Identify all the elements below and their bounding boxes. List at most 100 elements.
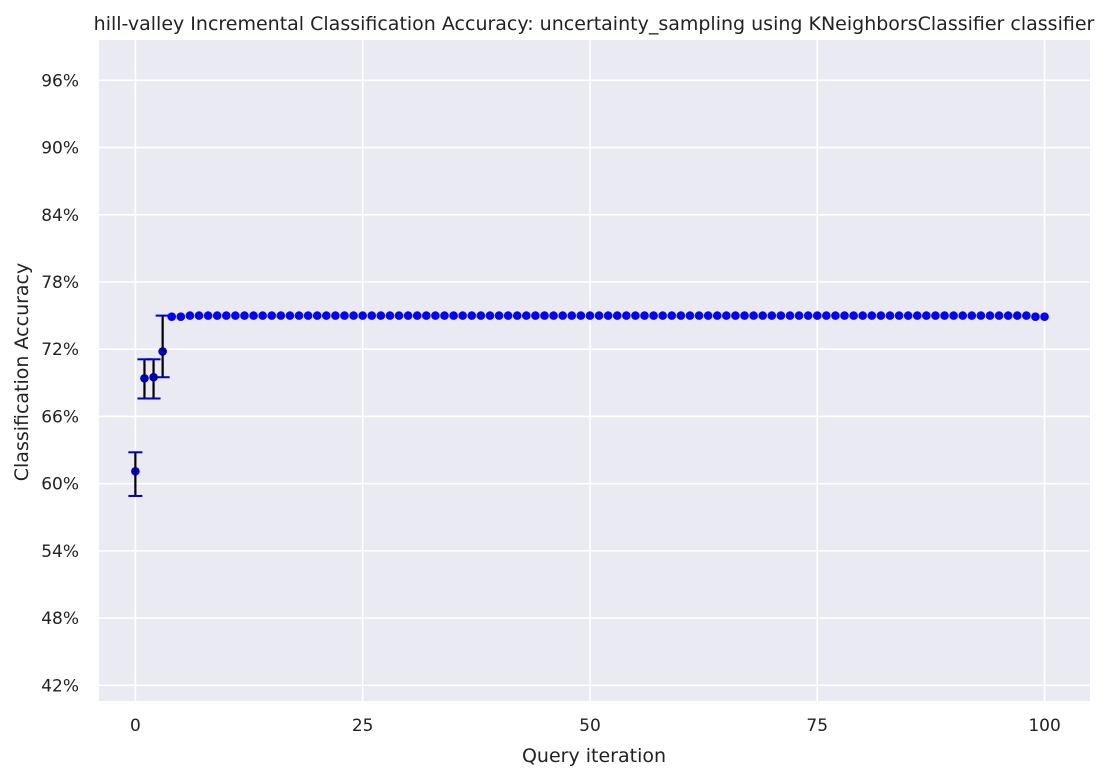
data-point — [212, 311, 222, 320]
x-tick-label: 75 — [806, 716, 828, 736]
data-point — [740, 311, 749, 320]
x-tick-label: 100 — [1028, 716, 1060, 736]
x-tick-label: 25 — [352, 716, 374, 736]
y-tick-label: 48% — [41, 609, 79, 629]
data-point — [922, 311, 931, 320]
y-tick-label: 96% — [41, 71, 79, 91]
y-axis-label: Classification Accuracy — [11, 263, 33, 482]
data-point — [931, 311, 940, 320]
data-point — [958, 311, 968, 320]
data-point — [312, 311, 322, 320]
data-point — [431, 311, 440, 320]
data-point — [567, 311, 577, 320]
data-point — [785, 311, 795, 320]
data-point — [576, 311, 586, 320]
data-point — [758, 311, 767, 320]
data-point — [412, 311, 422, 320]
data-point — [267, 311, 277, 320]
data-point — [794, 311, 804, 320]
data-point — [349, 311, 358, 320]
data-point — [876, 311, 886, 320]
y-tick-label: 60% — [41, 475, 79, 495]
y-tick-label: 78% — [41, 273, 79, 293]
data-point — [458, 311, 467, 320]
data-point — [976, 311, 986, 320]
plot-area — [99, 40, 1090, 701]
data-point — [449, 311, 458, 320]
data-point — [949, 311, 958, 320]
data-point — [512, 311, 522, 320]
data-point — [840, 311, 849, 320]
data-point — [985, 311, 995, 320]
data-point — [640, 311, 649, 320]
data-point — [203, 311, 213, 320]
data-points — [131, 311, 1049, 476]
data-point — [249, 311, 258, 320]
data-point — [549, 311, 558, 320]
y-tick-label: 90% — [41, 139, 79, 159]
data-point — [1040, 312, 1049, 322]
data-point — [503, 311, 513, 320]
data-point — [603, 311, 613, 320]
data-point — [803, 311, 813, 320]
data-point — [440, 311, 449, 320]
data-point — [849, 311, 858, 320]
data-point — [703, 311, 713, 320]
data-point — [994, 311, 1004, 320]
data-point — [694, 311, 704, 320]
y-tick-label: 84% — [41, 206, 79, 226]
data-point — [522, 311, 531, 320]
data-point — [531, 311, 540, 320]
x-tick-label: 0 — [130, 716, 141, 736]
data-point — [331, 311, 340, 320]
data-point — [822, 311, 831, 320]
data-point — [194, 311, 204, 320]
data-point — [685, 311, 695, 320]
data-point — [540, 311, 549, 320]
data-point — [376, 311, 386, 320]
data-point — [912, 311, 922, 320]
data-point — [294, 311, 304, 320]
y-tick-label: 72% — [41, 340, 79, 360]
data-point — [321, 311, 331, 320]
data-point — [367, 311, 377, 320]
data-point — [185, 311, 195, 320]
data-point — [612, 311, 622, 320]
y-tick-label: 42% — [41, 676, 79, 696]
data-point — [1003, 311, 1013, 320]
data-point — [240, 311, 249, 320]
data-point — [394, 311, 404, 320]
y-tick-label: 54% — [41, 542, 79, 562]
data-point — [149, 372, 158, 382]
data-point — [1022, 311, 1031, 320]
data-point — [858, 311, 868, 320]
data-point — [467, 311, 477, 320]
data-point — [594, 311, 604, 320]
data-point — [867, 311, 877, 320]
data-point — [276, 311, 286, 320]
data-point — [667, 311, 677, 320]
y-tick-label: 66% — [41, 407, 79, 427]
data-point — [221, 311, 231, 320]
data-point — [622, 311, 631, 320]
data-point — [722, 311, 731, 320]
data-point — [476, 311, 486, 320]
data-point — [749, 311, 758, 320]
data-point — [676, 311, 686, 320]
data-point — [1031, 312, 1040, 322]
data-point — [422, 311, 431, 320]
data-point — [167, 312, 177, 322]
data-point — [385, 311, 395, 320]
data-point — [303, 311, 313, 320]
data-point — [158, 347, 167, 356]
data-point — [176, 312, 186, 322]
data-point — [812, 311, 822, 320]
data-point — [658, 311, 667, 320]
data-point — [494, 311, 504, 320]
y-axis-ticks: 42% 48% 54% 60% 66% 72% 78% 84% 90% 96% — [41, 71, 79, 696]
data-point — [831, 311, 840, 320]
data-point — [894, 311, 904, 320]
data-point — [585, 311, 595, 320]
data-point — [231, 311, 240, 320]
